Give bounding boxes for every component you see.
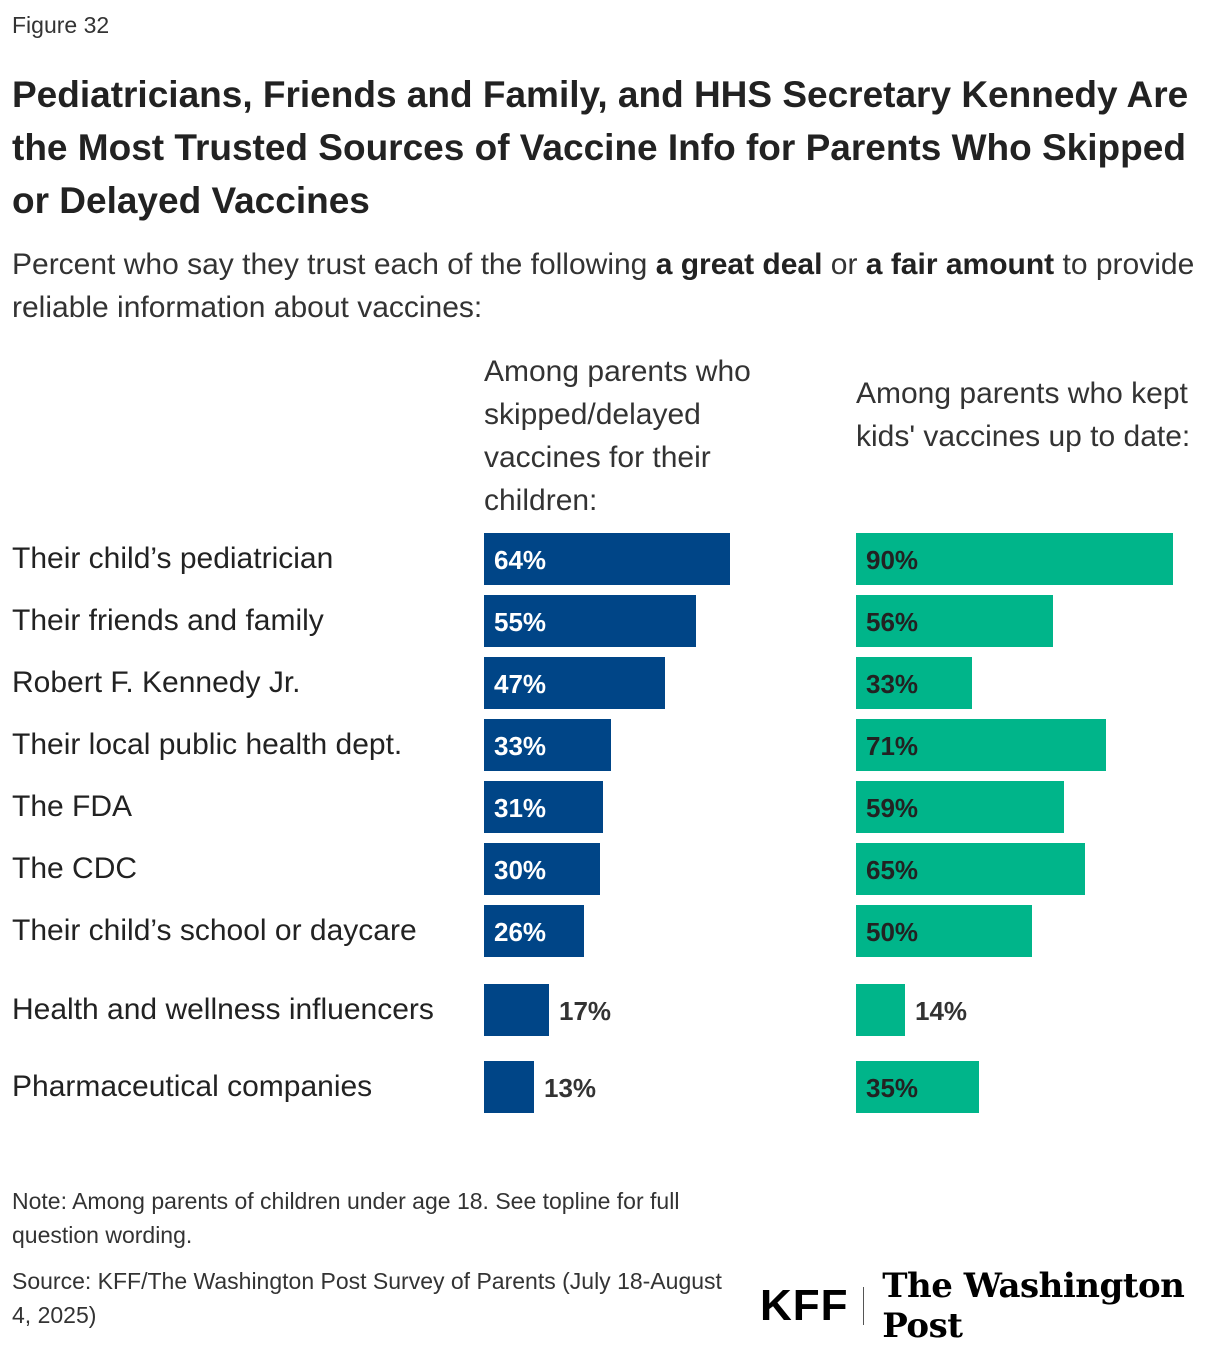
bar-up-to-date [856, 533, 1173, 585]
row-label: Health and wellness influencers [12, 993, 434, 1026]
row-label: Pharmaceutical companies [12, 1070, 373, 1103]
data-label: 13% [544, 1073, 596, 1103]
bar-up-to-date [856, 1061, 979, 1113]
column-header-skipped: Among parents who skipped/delayed vaccin… [484, 355, 751, 517]
data-label: 35% [866, 1073, 918, 1103]
bar-skipped [484, 905, 584, 957]
bar-skipped [484, 1061, 534, 1113]
bar-up-to-date [856, 657, 972, 709]
logo-divider [862, 1287, 865, 1325]
data-label: 56% [866, 607, 918, 637]
data-label: 50% [866, 917, 918, 947]
bar-skipped [484, 781, 603, 833]
bar-up-to-date [856, 905, 1032, 957]
row-label: The CDC [12, 852, 138, 885]
bar-up-to-date [856, 984, 905, 1036]
bar-up-to-date [856, 843, 1085, 895]
data-label: 47% [494, 669, 546, 699]
chart-title: Pediatricians, Friends and Family, and H… [12, 74, 1189, 221]
row-label: Their child’s school or daycare [12, 914, 417, 947]
column-header-up-to-date: Among parents who kept kids' vaccines up… [856, 377, 1191, 453]
data-label: 30% [494, 855, 546, 885]
publisher-logos: KFF The Washington Post [760, 1266, 1220, 1346]
data-label: 55% [494, 607, 546, 637]
data-label: 33% [494, 731, 546, 761]
bar-up-to-date [856, 719, 1106, 771]
bar-skipped [484, 843, 600, 895]
data-label: 33% [866, 669, 918, 699]
bar-skipped [484, 533, 730, 585]
row-label: The FDA [12, 790, 133, 823]
data-label: 17% [559, 996, 611, 1026]
bar-up-to-date [856, 595, 1053, 647]
subtitle-bold-2: a fair amount [865, 248, 1055, 281]
kff-logo: KFF [760, 1281, 849, 1330]
row-label: Their child’s pediatrician [12, 542, 334, 575]
row-label: Their friends and family [12, 604, 324, 637]
subtitle-text-3: to provide reliable information about va… [12, 248, 1195, 324]
bar-skipped [484, 984, 549, 1036]
row-label: Their local public health dept. [12, 728, 403, 761]
data-label: 26% [494, 917, 546, 947]
source-text: Source: KFF/The Washington Post Survey o… [12, 1268, 722, 1328]
data-label: 90% [866, 545, 918, 575]
data-label: 14% [915, 996, 967, 1026]
bar-skipped [484, 657, 665, 709]
subtitle-text-2: or [822, 248, 866, 281]
bar-skipped [484, 719, 611, 771]
subtitle-text-1: Percent who say they trust each of the f… [12, 248, 656, 281]
data-label: 59% [866, 793, 918, 823]
figure-label: Figure 32 [12, 12, 110, 38]
chart-subtitle: Percent who say they trust each of the f… [12, 243, 1212, 329]
data-label: 71% [866, 731, 918, 761]
washington-post-logo: The Washington Post [882, 1266, 1185, 1346]
bar-up-to-date [856, 781, 1064, 833]
bar-skipped [484, 595, 696, 647]
subtitle-bold-1: a great deal [655, 248, 823, 281]
data-label: 31% [494, 793, 546, 823]
data-label: 65% [866, 855, 918, 885]
row-label: Robert F. Kennedy Jr. [12, 666, 301, 699]
note-text: Note: Among parents of children under ag… [12, 1188, 680, 1248]
data-label: 64% [494, 545, 546, 575]
